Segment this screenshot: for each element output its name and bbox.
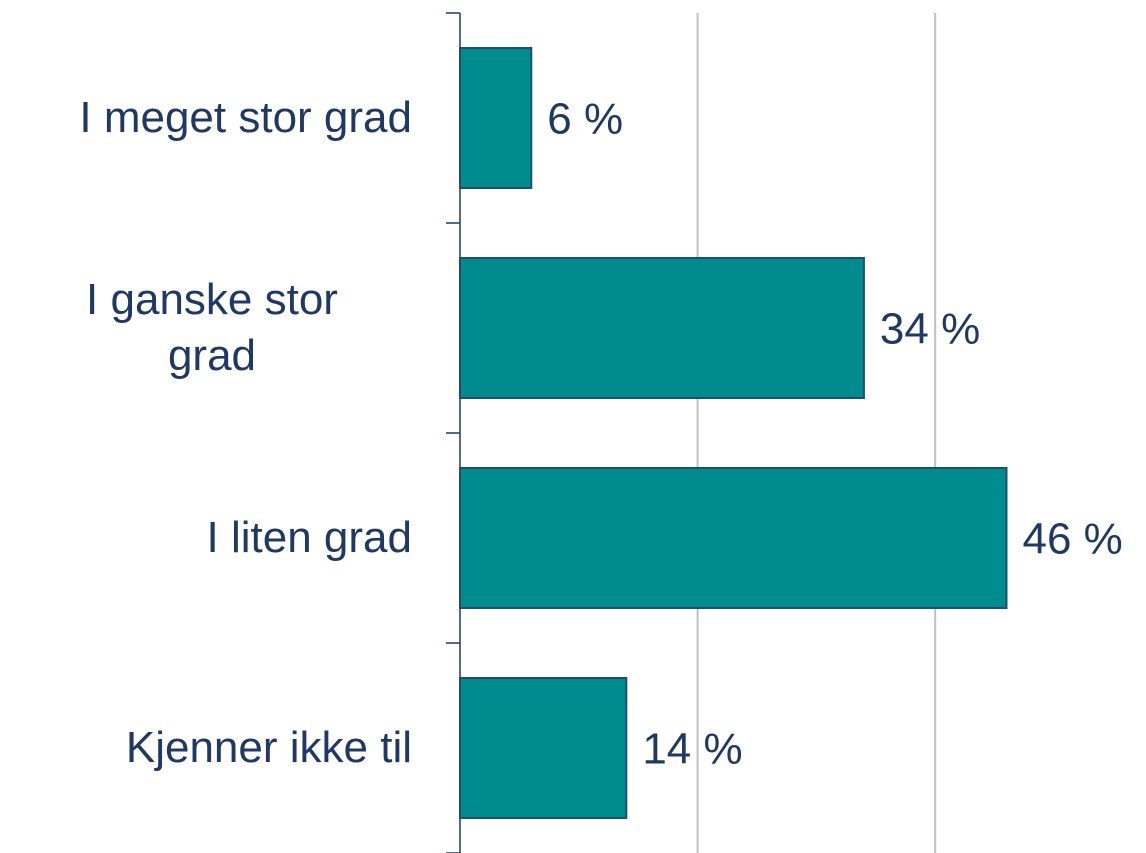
category-label: I meget stor grad	[79, 93, 412, 142]
category-label: I ganske stor grad	[86, 275, 338, 380]
value-label: 14 %	[642, 725, 742, 774]
value-label: 6 %	[547, 95, 623, 144]
bar	[459, 677, 628, 819]
bar	[459, 257, 865, 399]
category-label: Kjenner ikke til	[125, 723, 412, 772]
value-label: 46 %	[1022, 515, 1122, 564]
bar	[459, 467, 1008, 609]
value-label: 34 %	[880, 305, 980, 354]
category-label: I liten grad	[206, 513, 412, 562]
bar	[459, 47, 533, 189]
